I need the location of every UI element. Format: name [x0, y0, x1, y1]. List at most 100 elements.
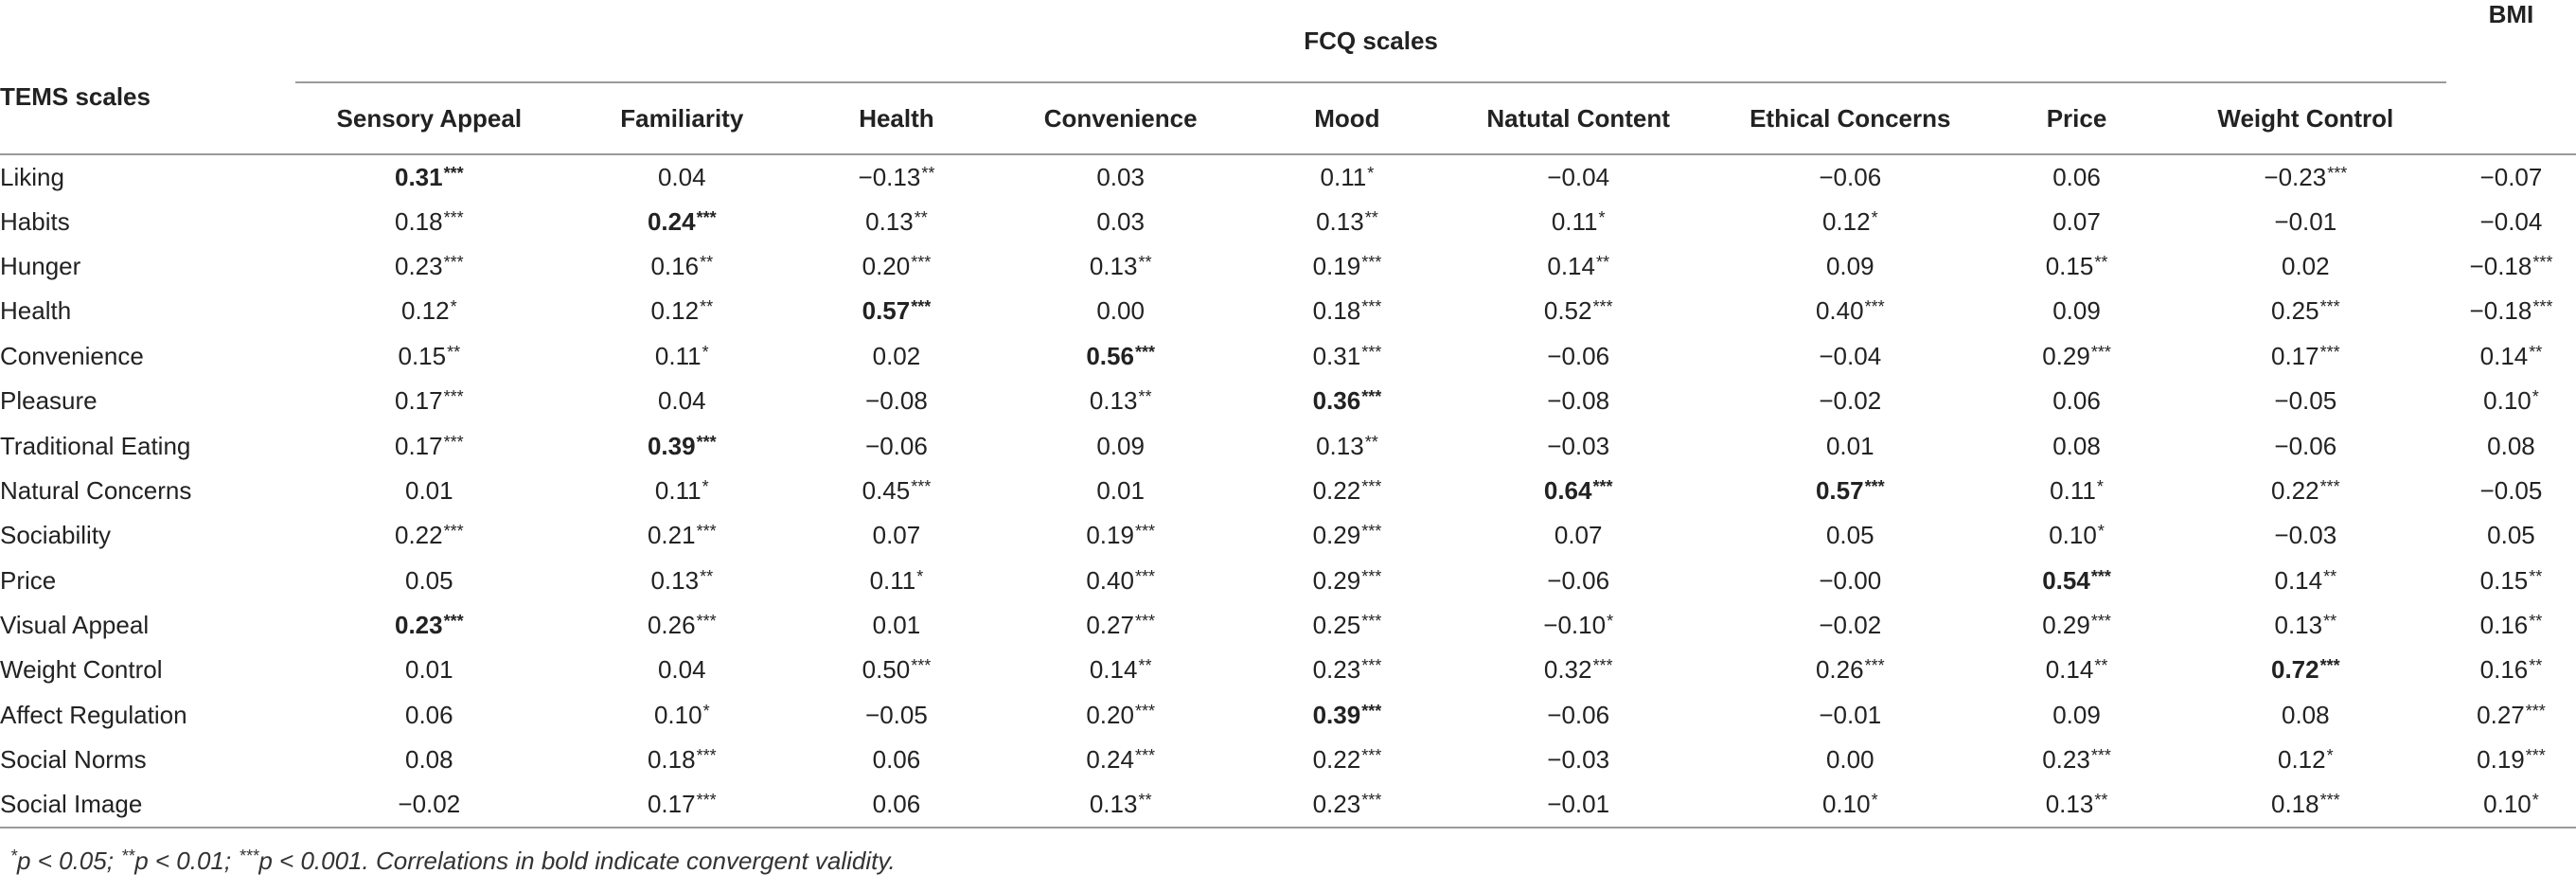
cell-value: 0.00: [1825, 745, 1874, 775]
significance-mark: **: [1138, 656, 1152, 676]
significance-mark: ***: [443, 207, 464, 227]
cell-value: 0.09: [2052, 296, 2101, 326]
table-row: Affect Regulation 0.06 0.10* −0.05 0.20*** 0.…: [0, 693, 2576, 738]
cell-value: −0.06: [1547, 700, 1610, 729]
row-label: Pleasure: [0, 386, 98, 416]
significance-mark: ***: [1361, 746, 1382, 766]
cell-value: 0.10: [2049, 521, 2097, 550]
table-cell: 0.22***: [2165, 469, 2446, 513]
table-cell: 0.25***: [1250, 603, 1446, 648]
cell-value: 0.07: [1554, 521, 1603, 550]
cell-value: 0.16: [2479, 611, 2529, 640]
cell-value: −0.05: [2274, 386, 2337, 416]
cell-value: 0.22: [1312, 745, 1361, 775]
significance-mark: ***: [1361, 297, 1382, 317]
cell-value: 0.11: [1320, 162, 1367, 191]
significance-mark: *: [450, 297, 457, 317]
table-cell: 0.36***: [1250, 379, 1446, 423]
table-row: Habits 0.18*** 0.24*** 0.13** 0.03 0.13** 0.11…: [0, 199, 2576, 243]
table-cell: 0.14**: [992, 648, 1250, 692]
cell-value: 0.19: [2477, 745, 2525, 775]
cell-value: 0.14: [2045, 655, 2094, 685]
table-cell: 0.21***: [562, 513, 801, 558]
table-cell: 0.20***: [801, 244, 991, 289]
table-cell: 0.11*: [801, 559, 991, 603]
cell-value: 0.15: [398, 341, 447, 370]
cell-value: 0.12: [1821, 206, 1871, 236]
significance-mark: **: [1595, 252, 1609, 272]
fcq-scales-header: FCQ scales: [295, 0, 2446, 83]
cell-value: 0.01: [1825, 431, 1874, 460]
table-cell: −0.23***: [2165, 154, 2446, 199]
cell-value: 0.14: [1547, 251, 1595, 280]
cell-value: −0.06: [1819, 162, 1882, 191]
table-row: Pleasure 0.17*** 0.04 −0.08 0.13** 0.36*** −0.…: [0, 379, 2576, 423]
significance-mark: ***: [696, 432, 717, 452]
cell-value: 0.11: [2050, 475, 2096, 505]
significance-mark: *: [2532, 387, 2539, 407]
footnote-text: p < 0.05;: [17, 846, 121, 875]
table-cell: −0.00: [1712, 559, 1988, 603]
table-cell: 0.13**: [1250, 199, 1446, 243]
cell-value: 0.13: [2045, 790, 2094, 819]
cell-value: 0.39: [1312, 700, 1361, 729]
row-label: Hunger: [0, 251, 81, 280]
header-spacer: [0, 0, 295, 82]
cell-value: 0.12: [650, 296, 700, 326]
significance-mark: ***: [443, 612, 464, 632]
significance-mark: ***: [1592, 656, 1613, 676]
significance-mark: **: [700, 566, 714, 586]
table-cell: 0.11*: [562, 334, 801, 379]
significance-mark: ***: [1361, 791, 1382, 811]
table-cell: 0.07: [1445, 513, 1712, 558]
cell-value: −0.04: [2479, 206, 2543, 236]
table-cell: 0.39***: [562, 423, 801, 468]
significance-mark: ***: [2525, 701, 2546, 721]
significance-mark: **: [2094, 252, 2108, 272]
cell-value: 0.12: [401, 296, 450, 326]
significance-mark: ***: [1134, 566, 1155, 586]
table-cell: 0.10*: [562, 693, 801, 738]
cell-value: 0.29: [1312, 565, 1361, 595]
significance-mark: **: [1138, 387, 1152, 407]
column-header: Ethical Concerns: [1750, 103, 1951, 133]
column-header: Natutal Content: [1486, 103, 1670, 133]
cell-value: 0.36: [1312, 386, 1361, 416]
table-cell: 0.10*: [2446, 782, 2576, 827]
table-cell: 0.40***: [1712, 289, 1988, 333]
table-cell: 0.06: [801, 782, 991, 827]
cell-value: 0.57: [1815, 475, 1864, 505]
table-row: Social Norms 0.08 0.18*** 0.06 0.24*** 0.22**…: [0, 738, 2576, 782]
table-cell: 0.20***: [992, 693, 1250, 738]
table-cell: −0.04: [1712, 334, 1988, 379]
significance-mark: **: [700, 297, 714, 317]
row-label: Affect Regulation: [0, 700, 187, 729]
cell-value: −0.08: [865, 386, 928, 416]
table-cell: 0.32***: [1445, 648, 1712, 692]
cell-value: 0.17: [647, 790, 696, 819]
table-cell: 0.04: [562, 379, 801, 423]
table-cell: −0.06: [1445, 693, 1712, 738]
significance-mark: **: [2529, 656, 2543, 676]
table-cell: 0.23***: [295, 244, 562, 289]
significance-mark: ***: [443, 252, 464, 272]
cell-value: 0.15: [2479, 565, 2529, 595]
cell-value: −0.05: [865, 700, 928, 729]
cell-value: 0.09: [2052, 700, 2101, 729]
cell-value: 0.27: [1086, 611, 1134, 640]
table-row: Natural Concerns 0.01 0.11* 0.45*** 0.01 0.22…: [0, 469, 2576, 513]
row-label: Health: [0, 296, 72, 326]
cell-value: 0.29: [1312, 521, 1361, 550]
significance-mark: ***: [911, 252, 932, 272]
significance-mark: *: [1871, 207, 1878, 227]
table-cell: 0.19***: [1250, 244, 1446, 289]
significance-mark: ***: [443, 522, 464, 542]
table-cell: 0.05: [295, 559, 562, 603]
cell-value: 0.26: [647, 611, 696, 640]
table-cell: 0.40***: [992, 559, 1250, 603]
table-cell: 0.06: [295, 693, 562, 738]
table-cell: 0.08: [2446, 423, 2576, 468]
table-cell: 0.12**: [562, 289, 801, 333]
table-cell: 0.03: [992, 199, 1250, 243]
cell-value: 0.08: [2282, 700, 2330, 729]
